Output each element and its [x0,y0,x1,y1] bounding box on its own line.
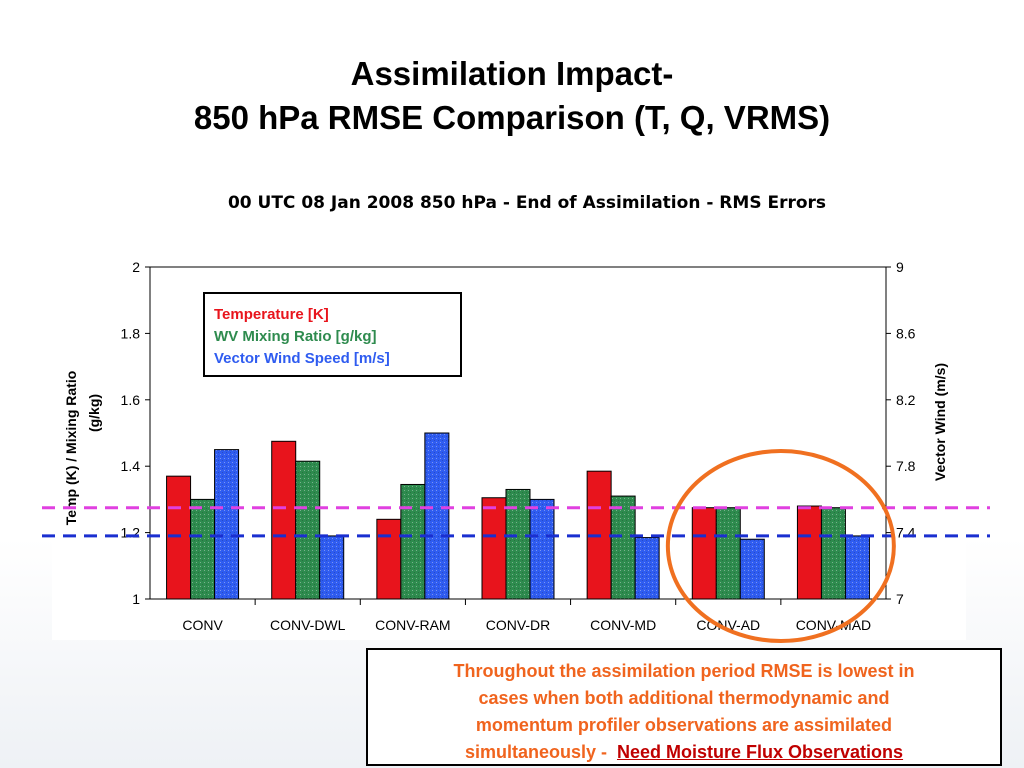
chart-title: 00 UTC 08 Jan 2008 850 hPa - End of Assi… [228,193,826,213]
bar-wv [610,495,636,600]
y2-tick-label: 7.4 [896,525,916,541]
legend-box [203,292,462,377]
x-tick-label: CONV-DWL [270,617,346,633]
bar-temperature [271,440,297,600]
y2-tick-label: 7 [896,591,904,607]
y2-tick-label: 7.8 [896,458,916,474]
bar-temperature [586,470,612,600]
bar-wv [715,507,741,600]
chart-panel: 00 UTC 08 Jan 2008 850 hPa - End of Assi… [52,178,966,640]
y2-tick-label: 8.2 [896,392,916,408]
bar-wind [214,449,240,600]
legend-entry-temperature: Temperature [K] [214,306,329,323]
y2-tick-label: 8.6 [896,325,916,341]
bar-wind [529,498,555,600]
y-axis-label-line-1: Temp (K) / Mixing Ratio [63,371,79,526]
x-tick-label: CONV-MD [590,617,656,633]
bar-wind [634,537,660,600]
bar-temperature [376,518,402,600]
x-tick-label: CONV-AD [696,617,760,633]
legend: Temperature [K] WV Mixing Ratio [g/kg] Vec… [203,292,462,377]
y-tick-label: 1.8 [121,325,141,341]
note-line-4-prefix: simultaneously - [464,742,607,762]
legend-entry-wind: Vector Wind Speed [m/s] [214,350,390,367]
x-tick-label: CONV [182,617,223,633]
y-tick-label: 1.2 [121,525,141,541]
note-line-2: cases when both additional thermodynamic… [478,688,890,708]
slide-title: Assimilation Impact- 850 hPa RMSE Compar… [0,52,1024,140]
y-tick-label: 1 [132,591,140,607]
x-tick-label: CONV-RAM [375,617,450,633]
y-tick-label: 1.6 [121,392,141,408]
x-tick-label: CONV-DR [486,617,551,633]
bar-temperature [796,505,822,600]
y2-axis-label: Vector Wind (m/s) [932,363,948,481]
bar-wv [820,507,846,600]
note-line-1: Throughout the assimilation period RMSE … [453,661,915,681]
bar-wv [295,460,321,600]
bar-wv [400,483,426,600]
slide-title-line-1: Assimilation Impact- [350,55,674,92]
y-tick-label: 1.4 [121,458,141,474]
bar-wv [505,488,531,600]
note-line-4: simultaneously - Need Moisture Flux Obse… [368,739,1000,766]
note-line-3: momentum profiler observations are assim… [475,715,893,735]
slide-title-line-2: 850 hPa RMSE Comparison (T, Q, VRMS) [193,99,831,136]
x-tick-label: CONV-MAD [796,617,871,633]
conclusion-note: Throughout the assimilation period RMSE … [366,648,1002,766]
bar-temperature [691,507,717,600]
y-axis-label-line-2: (g/kg) [86,394,102,432]
y-tick-label: 2 [132,259,140,275]
bar-temperature [481,497,507,600]
note-emphasis-link: Need Moisture Flux Observations [616,742,904,762]
bar-wind [844,535,870,600]
bar-wind [739,538,765,600]
bar-wind [424,432,450,600]
rmse-bar-chart: 00 UTC 08 Jan 2008 850 hPa - End of Assi… [63,193,948,633]
bar-wind [319,535,345,600]
bar-wv [190,498,216,600]
y2-tick-label: 9 [896,259,904,275]
legend-entry-wv: WV Mixing Ratio [g/kg] [214,328,377,345]
bar-temperature [166,475,192,600]
